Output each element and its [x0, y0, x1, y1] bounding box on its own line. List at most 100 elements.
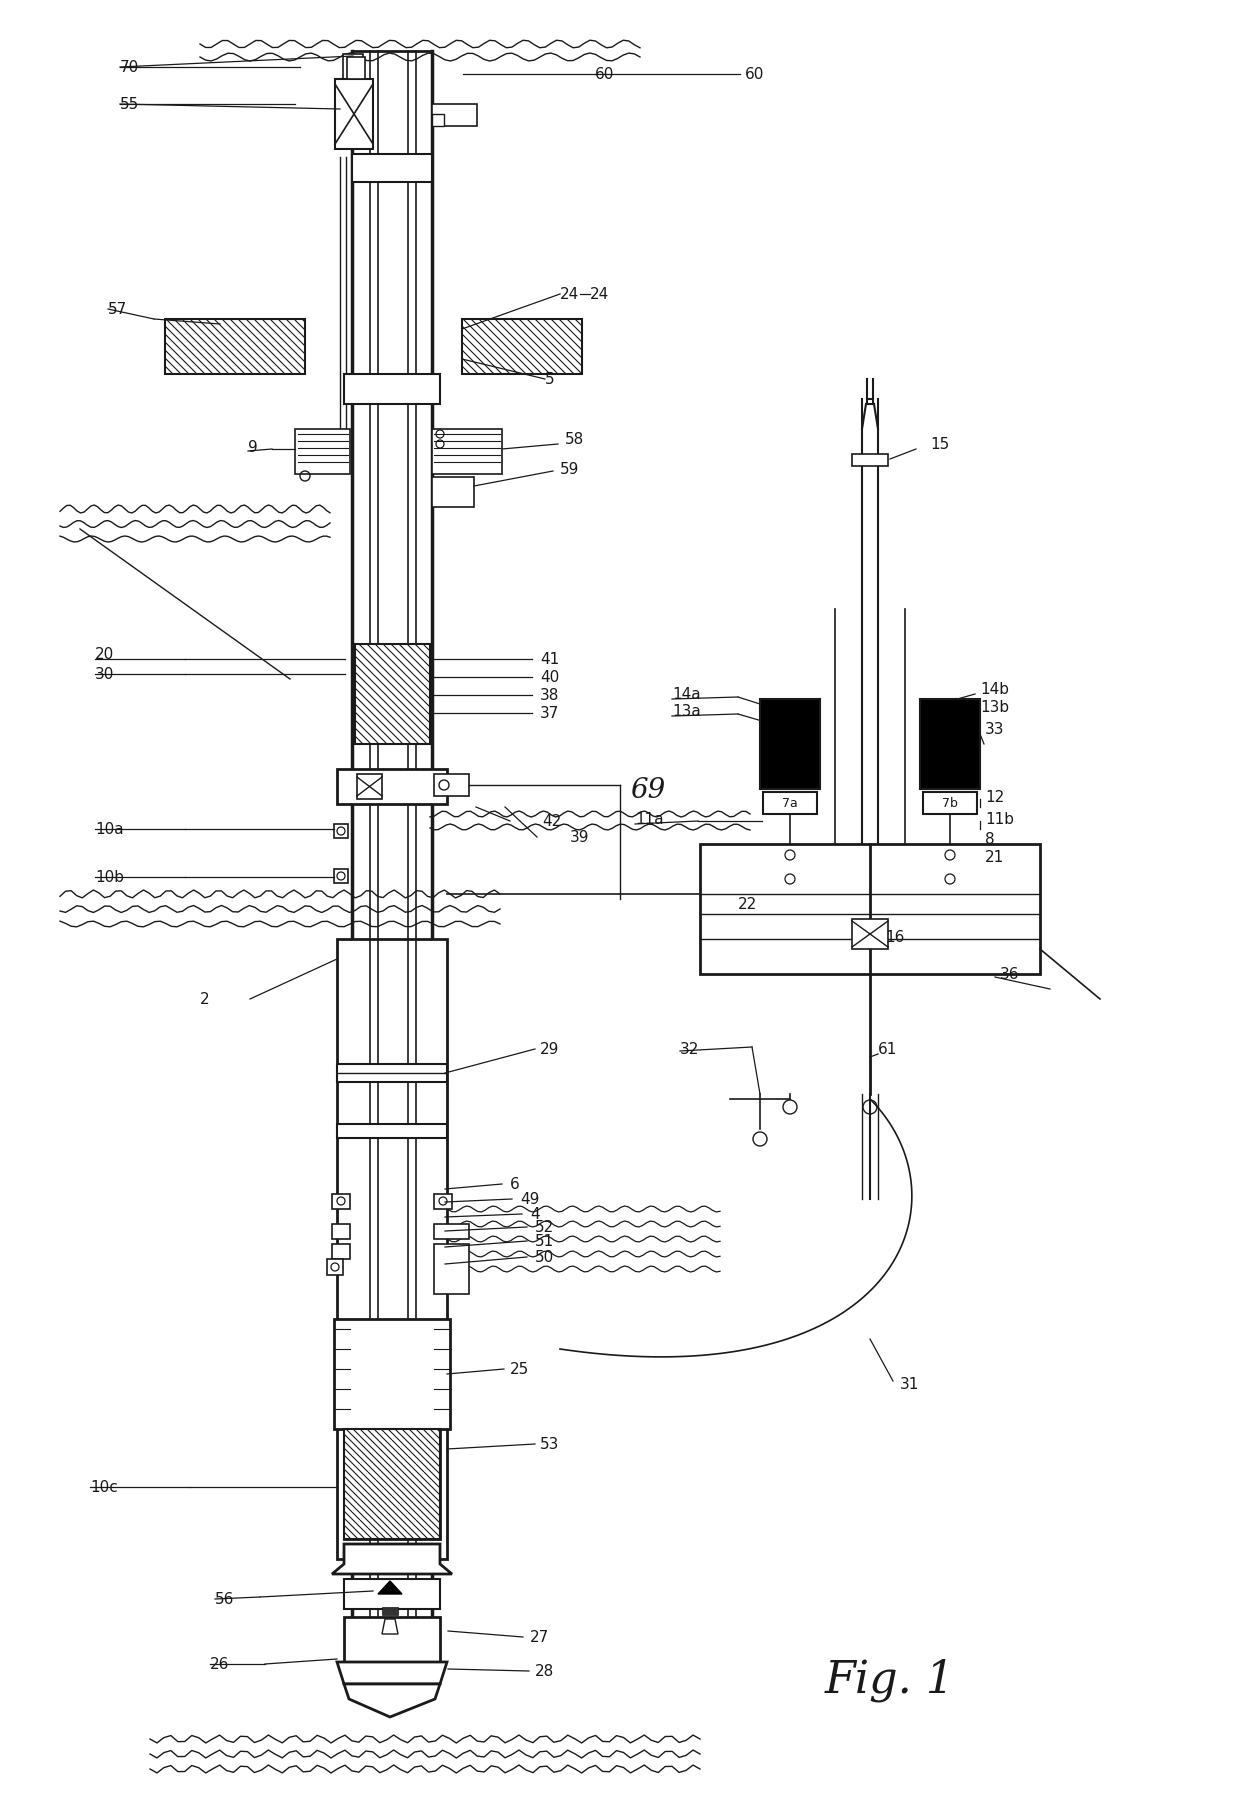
Text: 56: 56	[215, 1591, 234, 1607]
Text: 4: 4	[529, 1206, 539, 1223]
Text: 60: 60	[745, 68, 764, 83]
Text: 9: 9	[248, 441, 258, 455]
Text: 13a: 13a	[672, 705, 701, 719]
Bar	[327, 1259, 343, 1275]
Text: 38: 38	[539, 689, 559, 703]
Polygon shape	[343, 1685, 440, 1717]
Bar	[343, 1429, 440, 1539]
Text: 42: 42	[542, 814, 562, 829]
Text: 61: 61	[878, 1041, 898, 1057]
Bar	[334, 825, 348, 838]
Bar	[165, 320, 305, 374]
Text: 69: 69	[630, 777, 665, 804]
Text: 10c: 10c	[91, 1480, 118, 1494]
Bar	[343, 374, 440, 405]
Bar	[343, 1429, 440, 1539]
Bar	[382, 1607, 398, 1615]
Bar	[763, 793, 817, 814]
Text: 25: 25	[510, 1361, 529, 1377]
Text: 15: 15	[930, 437, 950, 453]
Text: 52: 52	[534, 1219, 554, 1235]
Text: 7b: 7b	[942, 797, 959, 811]
Text: 32: 32	[680, 1041, 699, 1057]
Text: 16: 16	[885, 930, 904, 946]
Bar	[432, 115, 444, 128]
Text: 30: 30	[95, 667, 114, 681]
Text: 24: 24	[590, 288, 609, 302]
Bar	[923, 793, 977, 814]
Text: 6: 6	[510, 1178, 520, 1192]
Text: 53: 53	[539, 1437, 559, 1451]
Bar	[434, 1244, 469, 1295]
Bar	[355, 645, 430, 744]
Bar	[357, 775, 382, 800]
Bar	[343, 1616, 440, 1661]
Bar	[434, 1194, 453, 1210]
Bar	[347, 58, 365, 79]
Text: 55: 55	[120, 97, 139, 113]
Text: 8: 8	[985, 832, 994, 847]
Text: 41: 41	[539, 653, 559, 667]
Text: 11b: 11b	[985, 813, 1014, 827]
Bar	[434, 775, 469, 797]
Polygon shape	[332, 1544, 453, 1573]
Text: 31: 31	[900, 1377, 919, 1392]
Text: 10b: 10b	[95, 870, 124, 885]
Bar	[295, 430, 350, 475]
Text: 21: 21	[985, 850, 1004, 865]
Text: 70: 70	[120, 61, 139, 76]
Bar	[337, 770, 446, 804]
Text: 49: 49	[520, 1192, 539, 1206]
Text: 14b: 14b	[980, 681, 1009, 698]
Text: 12: 12	[985, 789, 1004, 806]
Bar	[920, 699, 980, 789]
Text: 37: 37	[539, 707, 559, 721]
Text: 11a: 11a	[635, 813, 663, 827]
Bar	[334, 870, 348, 883]
Bar	[701, 845, 1040, 975]
Bar	[343, 56, 363, 79]
Text: 50: 50	[534, 1250, 554, 1264]
Text: 27: 27	[529, 1629, 549, 1645]
Text: 10a: 10a	[95, 822, 124, 838]
Text: 58: 58	[565, 432, 584, 448]
Text: 60: 60	[595, 68, 614, 83]
Text: 26: 26	[210, 1656, 229, 1672]
Text: 28: 28	[534, 1663, 554, 1679]
Bar	[463, 320, 582, 374]
Bar	[343, 1579, 440, 1609]
Bar	[432, 478, 474, 507]
Bar	[352, 155, 432, 183]
Bar	[337, 940, 446, 1559]
Text: 59: 59	[560, 462, 579, 476]
Text: 36: 36	[999, 967, 1019, 982]
Bar	[332, 1194, 350, 1210]
Text: 24: 24	[560, 288, 579, 302]
Bar	[337, 1064, 446, 1082]
Bar	[332, 1244, 350, 1259]
Text: Fig. 1: Fig. 1	[825, 1658, 955, 1701]
Polygon shape	[337, 1661, 446, 1685]
Bar	[434, 1224, 469, 1239]
Text: 20: 20	[95, 647, 114, 662]
Text: 5: 5	[546, 372, 554, 387]
Text: 14a: 14a	[672, 687, 701, 701]
Bar	[337, 1124, 446, 1138]
Text: 33: 33	[985, 723, 1004, 737]
Text: 29: 29	[539, 1041, 559, 1057]
Bar	[335, 79, 373, 149]
Bar	[432, 104, 477, 128]
Polygon shape	[378, 1580, 402, 1595]
Bar	[852, 919, 888, 949]
Text: 57: 57	[108, 302, 128, 316]
Polygon shape	[382, 1620, 398, 1634]
Text: 40: 40	[539, 671, 559, 685]
Text: 51: 51	[534, 1233, 554, 1250]
Text: 39: 39	[570, 831, 589, 845]
Bar	[760, 699, 820, 789]
Text: 22: 22	[738, 897, 758, 912]
Text: 13b: 13b	[980, 699, 1009, 716]
Bar	[332, 1224, 350, 1239]
Bar	[852, 455, 888, 467]
Bar	[432, 430, 502, 475]
